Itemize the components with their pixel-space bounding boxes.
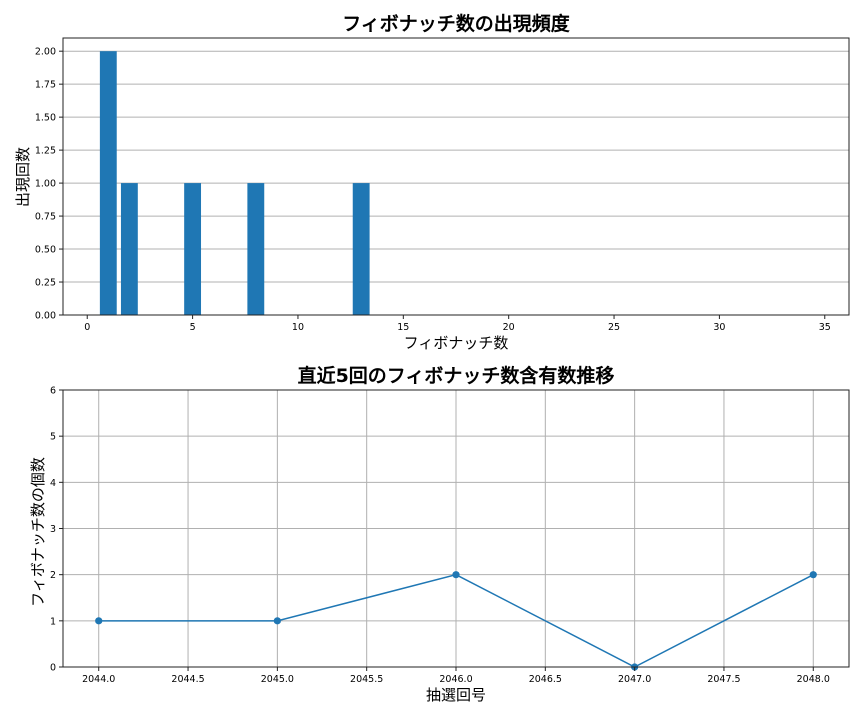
y-tick-label: 0.75 bbox=[35, 212, 56, 223]
x-tick-label: 20 bbox=[503, 322, 515, 333]
chart1-x-ticks: 0 5 10 15 20 25 30 35 bbox=[84, 315, 831, 333]
line-chart-recent-fibonacci-count: 直近5回のフィボナッチ数含有数推移 2044.0 2044.5 2045.0 2045… bbox=[29, 364, 850, 704]
y-tick-label: 1.50 bbox=[35, 113, 56, 124]
chart1-bars bbox=[99, 51, 370, 315]
x-tick-label: 2047.0 bbox=[618, 674, 651, 685]
x-tick-label: 2045.5 bbox=[350, 674, 383, 685]
y-tick-label: 3 bbox=[50, 524, 56, 535]
bar bbox=[247, 183, 265, 315]
y-tick-label: 0.00 bbox=[35, 311, 56, 322]
chart2-gridlines bbox=[63, 389, 849, 668]
y-tick-label: 1.00 bbox=[35, 179, 56, 190]
y-tick-label: 5 bbox=[50, 432, 56, 443]
x-tick-label: 35 bbox=[819, 322, 831, 333]
chart2-y-label: フィボナッチ数の個数 bbox=[29, 457, 47, 607]
y-tick-label: 0.50 bbox=[35, 245, 56, 256]
data-point-marker bbox=[452, 571, 460, 579]
bar bbox=[120, 183, 138, 315]
x-tick-label: 2046.0 bbox=[439, 674, 472, 685]
chart1-y-label: 出現回数 bbox=[14, 147, 32, 207]
data-point-marker bbox=[273, 617, 281, 625]
bar bbox=[184, 183, 202, 315]
chart1-x-label: フィボナッチ数 bbox=[404, 334, 509, 352]
y-tick-label: 1.25 bbox=[35, 146, 56, 157]
chart2-series bbox=[95, 571, 817, 671]
chart1-y-ticks: 0.00 0.25 0.50 0.75 1.00 1.25 1.50 1.75 2.00 bbox=[35, 47, 63, 322]
y-tick-label: 2.00 bbox=[35, 47, 56, 58]
chart1-gridlines bbox=[63, 50, 849, 316]
data-point-marker bbox=[95, 617, 103, 625]
y-tick-label: 0 bbox=[50, 663, 56, 674]
y-tick-label: 0.25 bbox=[35, 278, 56, 289]
x-tick-label: 2047.5 bbox=[707, 674, 740, 685]
x-tick-label: 25 bbox=[608, 322, 620, 333]
chart1-axes-frame bbox=[62, 37, 850, 316]
y-tick-label: 6 bbox=[50, 386, 56, 397]
y-tick-label: 1 bbox=[50, 616, 56, 627]
x-tick-label: 0 bbox=[84, 322, 90, 333]
x-tick-label: 2046.5 bbox=[529, 674, 562, 685]
y-tick-label: 1.75 bbox=[35, 80, 56, 91]
x-tick-label: 2044.0 bbox=[82, 674, 115, 685]
chart2-x-ticks: 2044.0 2044.5 2045.0 2045.5 2046.0 2046.5 2047… bbox=[82, 667, 830, 685]
x-tick-label: 2048.0 bbox=[797, 674, 830, 685]
data-point-marker bbox=[809, 571, 817, 579]
chart2-y-ticks: 0 1 2 3 4 5 6 bbox=[50, 386, 63, 674]
bar bbox=[352, 183, 370, 315]
bar bbox=[99, 51, 117, 315]
x-tick-label: 15 bbox=[397, 322, 409, 333]
x-tick-label: 2044.5 bbox=[171, 674, 204, 685]
x-tick-label: 10 bbox=[292, 322, 304, 333]
x-tick-label: 5 bbox=[190, 322, 196, 333]
x-tick-label: 30 bbox=[713, 322, 725, 333]
y-tick-label: 2 bbox=[50, 570, 56, 581]
bar-chart-fibonacci-frequency: フィボナッチ数の出現頻度 0 5 10 15 20 25 30 35 0.00 0.25 0.50… bbox=[14, 12, 850, 352]
x-tick-label: 2045.0 bbox=[261, 674, 294, 685]
chart2-x-label: 抽選回号 bbox=[426, 686, 486, 704]
y-tick-label: 4 bbox=[50, 478, 56, 489]
chart1-title: フィボナッチ数の出現頻度 bbox=[342, 12, 571, 35]
chart2-title: 直近5回のフィボナッチ数含有数推移 bbox=[298, 364, 615, 387]
